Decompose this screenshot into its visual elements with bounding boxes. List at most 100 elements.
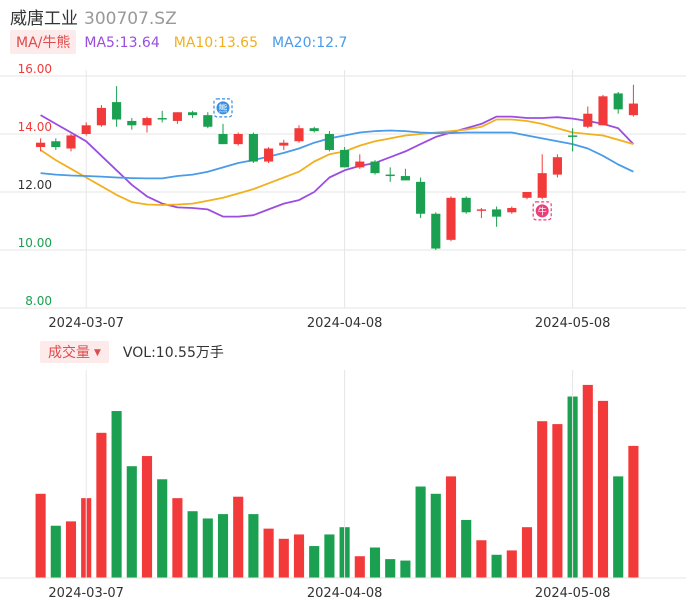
candles: [36, 84, 638, 250]
up-candle: [81, 122, 91, 136]
ma-legend: MA/牛熊 MA5:13.64 MA10:13.65 MA20:12.7: [10, 30, 361, 54]
bear-marker-icon: 熊: [213, 98, 233, 118]
volume-bar: [187, 511, 198, 578]
down-candle: [400, 168, 410, 181]
down-candle: [218, 123, 228, 145]
candle-body: [264, 148, 274, 162]
down-candle: [568, 128, 578, 152]
up-candle: [96, 105, 106, 127]
marker-label: 牛: [538, 205, 547, 217]
volume-bar: [552, 424, 563, 578]
candle-body: [552, 157, 562, 175]
date-axis: 2024-03-07 2024-03-07 2024-04-08 2024-04-08…: [48, 316, 610, 601]
date-tick-label: 2024-03-07: [48, 316, 124, 331]
volume-bar: [597, 400, 609, 578]
ma10-line: [40, 118, 634, 206]
volume-bar: [157, 479, 168, 578]
volume-bar: [96, 432, 107, 578]
price-tick-label: 14.00: [18, 120, 52, 134]
volume-bars: [35, 384, 639, 578]
up-candle: [142, 116, 152, 133]
candle-body: [218, 134, 228, 145]
volume-bar: [263, 528, 274, 578]
candle-body: [66, 135, 76, 149]
volume-bar: [461, 519, 472, 578]
stock-code: 300707.SZ: [84, 9, 177, 29]
candle-body: [537, 173, 547, 198]
price-axis: 16.00 14.00 12.00 10.00 8.00: [18, 62, 52, 308]
down-candle: [248, 132, 258, 163]
volume-bar: [385, 559, 396, 578]
bull-marker-icon: 牛: [532, 201, 552, 221]
ma-indicator-tag[interactable]: MA/牛熊: [10, 30, 77, 54]
volume-bar: [217, 514, 229, 578]
up-candle: [233, 132, 243, 146]
volume-value: VOL:10.55万手: [122, 345, 224, 361]
candle-body: [127, 120, 137, 126]
volume-bar: [400, 560, 411, 578]
volume-bar: [476, 540, 487, 578]
up-candle: [279, 139, 289, 150]
down-candle: [127, 118, 137, 130]
price-grid: [0, 70, 686, 309]
candle-body: [340, 149, 350, 168]
volume-bar: [50, 525, 61, 578]
down-candle: [112, 86, 122, 127]
candle-body: [172, 112, 182, 121]
candle-body: [355, 161, 365, 168]
candle-body: [294, 128, 304, 142]
up-candle: [552, 154, 562, 178]
date-tick-label: 2024-05-08: [535, 316, 611, 331]
candle-body: [157, 118, 167, 120]
volume-indicator-tag[interactable]: 成交量 ▼: [40, 341, 109, 363]
volume-bar: [613, 476, 624, 578]
down-candle: [613, 91, 623, 114]
volume-bar: [293, 534, 305, 578]
candle-body: [142, 118, 152, 126]
candle-body: [613, 93, 623, 110]
volume-bar: [172, 498, 183, 578]
candle-body: [492, 209, 502, 217]
volume-bar: [582, 384, 593, 578]
candle-body: [309, 128, 319, 132]
up-candle: [507, 206, 517, 214]
up-candle: [264, 147, 274, 163]
title-row: 威唐工业 300707.SZ: [10, 4, 177, 29]
down-candle: [203, 112, 213, 129]
date-tick-label: 2024-05-08: [535, 586, 611, 601]
candle-body: [203, 115, 213, 127]
up-candle: [537, 154, 547, 200]
candle-body: [522, 192, 532, 198]
candle-body: [507, 207, 517, 213]
moving-averages: [40, 114, 635, 218]
candle-body: [233, 134, 243, 145]
volume-bar: [369, 547, 381, 578]
candle-body: [583, 113, 593, 127]
candle-body: [51, 141, 61, 148]
date-tick-label: 2024-04-08: [307, 586, 383, 601]
volume-bar: [278, 538, 289, 578]
down-candle: [340, 147, 350, 168]
ma5-line: [40, 114, 635, 218]
candle-body: [568, 135, 578, 137]
down-candle: [157, 110, 167, 123]
volume-bar: [354, 556, 365, 578]
down-candle: [370, 160, 380, 175]
volume-bar: [202, 518, 213, 578]
candle-body: [416, 181, 426, 214]
date-tick-label: 2024-03-07: [48, 586, 124, 601]
volume-bar: [430, 493, 441, 578]
candle-body: [81, 125, 91, 134]
candle-body: [431, 213, 441, 249]
down-candle: [309, 126, 319, 133]
volume-bar: [35, 493, 46, 578]
down-candle: [324, 131, 334, 152]
volume-bar: [537, 421, 548, 578]
candle-body: [248, 134, 258, 162]
down-candle: [51, 138, 61, 150]
candle-body: [370, 161, 380, 174]
candle-body: [461, 197, 471, 213]
volume-legend: 成交量 ▼ VOL:10.55万手: [40, 341, 224, 363]
price-tick-label: 10.00: [18, 236, 52, 250]
